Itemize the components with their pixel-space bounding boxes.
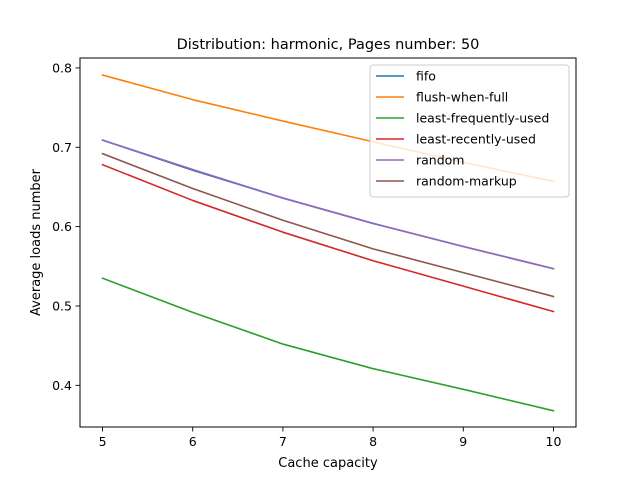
legend-label-least-frequently-used: least-frequently-used xyxy=(416,111,549,126)
y-axis-label: Average loads number xyxy=(29,168,44,316)
legend-label-fifo: fifo xyxy=(416,69,436,84)
y-tick-label: 0.6 xyxy=(52,219,72,234)
y-tick-label: 0.4 xyxy=(52,378,72,393)
chart-title: Distribution: harmonic, Pages number: 50 xyxy=(177,37,480,53)
legend-label-random: random xyxy=(416,153,464,168)
legend-box xyxy=(369,64,570,198)
series-line-random-markup xyxy=(101,152,555,298)
x-axis-label: Cache capacity xyxy=(278,456,378,471)
x-tick-label: 6 xyxy=(189,434,197,449)
x-axis-ticks: 5 6 7 8 9 10 xyxy=(99,427,562,449)
legend-label-random-markup: random-markup xyxy=(416,174,517,189)
legend-label-least-recently-used: least-recently-used xyxy=(416,132,536,147)
y-tick-label: 0.7 xyxy=(52,140,72,155)
y-axis-ticks: 0.4 0.5 0.6 0.7 0.8 xyxy=(52,60,80,393)
x-tick-label: 5 xyxy=(99,434,107,449)
x-tick-label: 10 xyxy=(546,434,562,449)
y-tick-label: 0.5 xyxy=(52,298,72,313)
x-tick-label: 7 xyxy=(279,434,287,449)
axes-frame xyxy=(79,57,577,428)
series-lines xyxy=(101,74,555,412)
x-tick-label: 9 xyxy=(459,434,467,449)
series-line-least-frequently-used xyxy=(101,277,555,412)
series-line-random xyxy=(101,139,555,270)
legend-label-flush-when-full: flush-when-full xyxy=(416,90,508,105)
y-tick-label: 0.8 xyxy=(52,60,72,75)
series-line-least-recently-used xyxy=(101,163,555,313)
legend: fifo flush-when-full least-frequently-used… xyxy=(369,64,570,198)
x-tick-label: 8 xyxy=(369,434,377,449)
